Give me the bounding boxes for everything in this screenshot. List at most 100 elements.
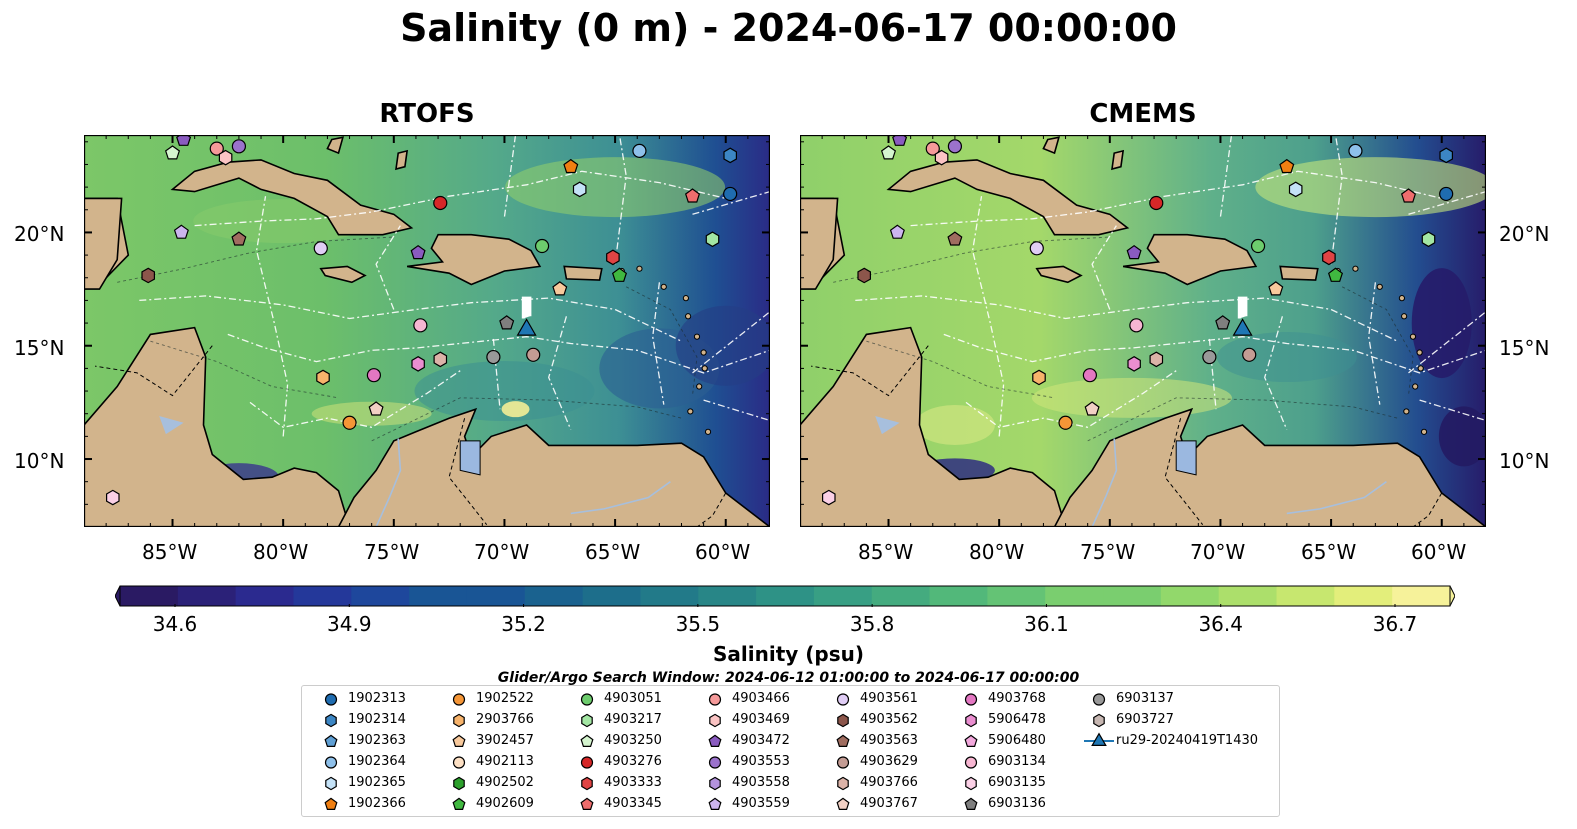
float-marker xyxy=(1232,318,1253,336)
legend-label: 4903250 xyxy=(604,733,662,748)
lat-label-left-20: 20°N xyxy=(14,222,65,246)
colorbar-tick-label: 36.1 xyxy=(1024,612,1069,636)
salinity-feature xyxy=(1216,332,1357,383)
legend-marker-icon xyxy=(1092,693,1106,706)
float-marker xyxy=(1127,356,1141,372)
legend-marker xyxy=(324,693,338,706)
legend-label: 4903333 xyxy=(604,775,662,790)
lat-label-left-15: 15°N xyxy=(14,336,65,360)
legend-label: 1902364 xyxy=(348,754,406,769)
landmass xyxy=(563,265,603,281)
float-marker xyxy=(1279,158,1295,174)
legend-marker xyxy=(452,693,466,706)
legend-marker xyxy=(580,693,594,706)
float-marker xyxy=(526,347,541,362)
legend-marker-icon xyxy=(836,693,850,706)
lat-label-right-20: 20°N xyxy=(1499,222,1550,246)
colorbar xyxy=(115,585,1455,607)
small-island xyxy=(1376,283,1383,290)
border xyxy=(95,345,213,397)
legend-label: 1902314 xyxy=(348,712,406,727)
legend-marker xyxy=(1091,732,1107,746)
float-marker xyxy=(552,281,568,296)
legend-marker xyxy=(964,734,978,747)
float-marker xyxy=(1215,315,1231,330)
colorbar-bin xyxy=(120,586,179,606)
colorbar-bin xyxy=(640,586,699,606)
landmass xyxy=(84,135,351,527)
colorbar-bin xyxy=(698,586,757,606)
float-marker xyxy=(1400,188,1417,203)
float-marker xyxy=(889,224,905,239)
landmass xyxy=(319,265,367,284)
colorbar-bin xyxy=(929,586,988,606)
small-island xyxy=(660,283,667,290)
landmass xyxy=(395,149,409,171)
legend-marker-icon xyxy=(452,734,466,747)
lat-label-right-10: 10°N xyxy=(1499,449,1550,473)
lon-label-right-65: 65°W xyxy=(1301,540,1357,564)
legend-marker-icon xyxy=(324,797,338,810)
lake-nicaragua xyxy=(159,416,184,435)
legend-marker xyxy=(708,797,722,810)
legend-label: 4903051 xyxy=(604,691,662,706)
legend-marker xyxy=(837,776,849,791)
river xyxy=(1286,481,1387,515)
eez-boundary xyxy=(1091,225,1117,310)
float-marker xyxy=(1242,347,1257,362)
legend-marker-icon xyxy=(452,693,466,706)
legend-label: 1902313 xyxy=(348,691,406,706)
small-island xyxy=(1412,383,1419,390)
legend-marker xyxy=(581,776,593,791)
eez-boundary xyxy=(1408,311,1486,374)
small-island xyxy=(1420,428,1428,435)
float-marker xyxy=(925,141,940,156)
legend-marker-icon xyxy=(837,776,849,791)
eez-boundary xyxy=(548,316,572,430)
colorbar-bin xyxy=(987,586,1046,606)
legend-label: 4903561 xyxy=(860,691,918,706)
border xyxy=(1164,418,1204,526)
float-marker xyxy=(433,195,448,211)
colorbar-tick-label: 35.2 xyxy=(501,612,546,636)
colorbar-bin xyxy=(351,586,410,606)
lon-label-left-85: 85°W xyxy=(142,540,198,564)
map-frame xyxy=(84,135,770,527)
legend-label: 5906480 xyxy=(988,733,1046,748)
legend-label: 4903472 xyxy=(732,733,790,748)
small-island xyxy=(696,383,703,390)
float-marker xyxy=(1129,318,1144,333)
legend-label: 4903563 xyxy=(860,733,918,748)
legend-marker-icon xyxy=(836,734,850,747)
legend-label: 4903466 xyxy=(732,691,790,706)
eez-boundary xyxy=(652,282,665,405)
legend-marker xyxy=(325,776,337,791)
legend-marker xyxy=(964,797,978,810)
legend-marker xyxy=(1092,693,1106,706)
eez-boundary xyxy=(703,399,770,422)
colorbar-bin xyxy=(1160,586,1220,606)
bathymetry-contour xyxy=(833,236,1110,283)
small-island xyxy=(693,333,701,340)
float-marker xyxy=(1327,267,1344,282)
eez-boundary xyxy=(692,190,770,215)
border xyxy=(811,345,929,397)
legend-label: 4902113 xyxy=(476,754,534,769)
legend-marker-icon xyxy=(453,776,465,791)
small-island xyxy=(636,265,643,272)
legend-marker xyxy=(580,734,594,747)
float-marker xyxy=(1322,249,1336,266)
legend-label: 4903766 xyxy=(860,775,918,790)
eez-boundary xyxy=(614,135,627,265)
float-marker xyxy=(1421,231,1436,248)
legend-label: 4903217 xyxy=(604,712,662,727)
legend-marker-icon xyxy=(1093,713,1105,728)
float-marker xyxy=(822,489,836,506)
float-marker xyxy=(231,139,247,154)
small-island xyxy=(1398,295,1406,302)
river xyxy=(570,481,671,515)
landmass xyxy=(886,159,1130,236)
float-marker xyxy=(316,369,330,386)
legend-marker-icon xyxy=(580,734,594,747)
colorbar-bin xyxy=(409,586,468,606)
